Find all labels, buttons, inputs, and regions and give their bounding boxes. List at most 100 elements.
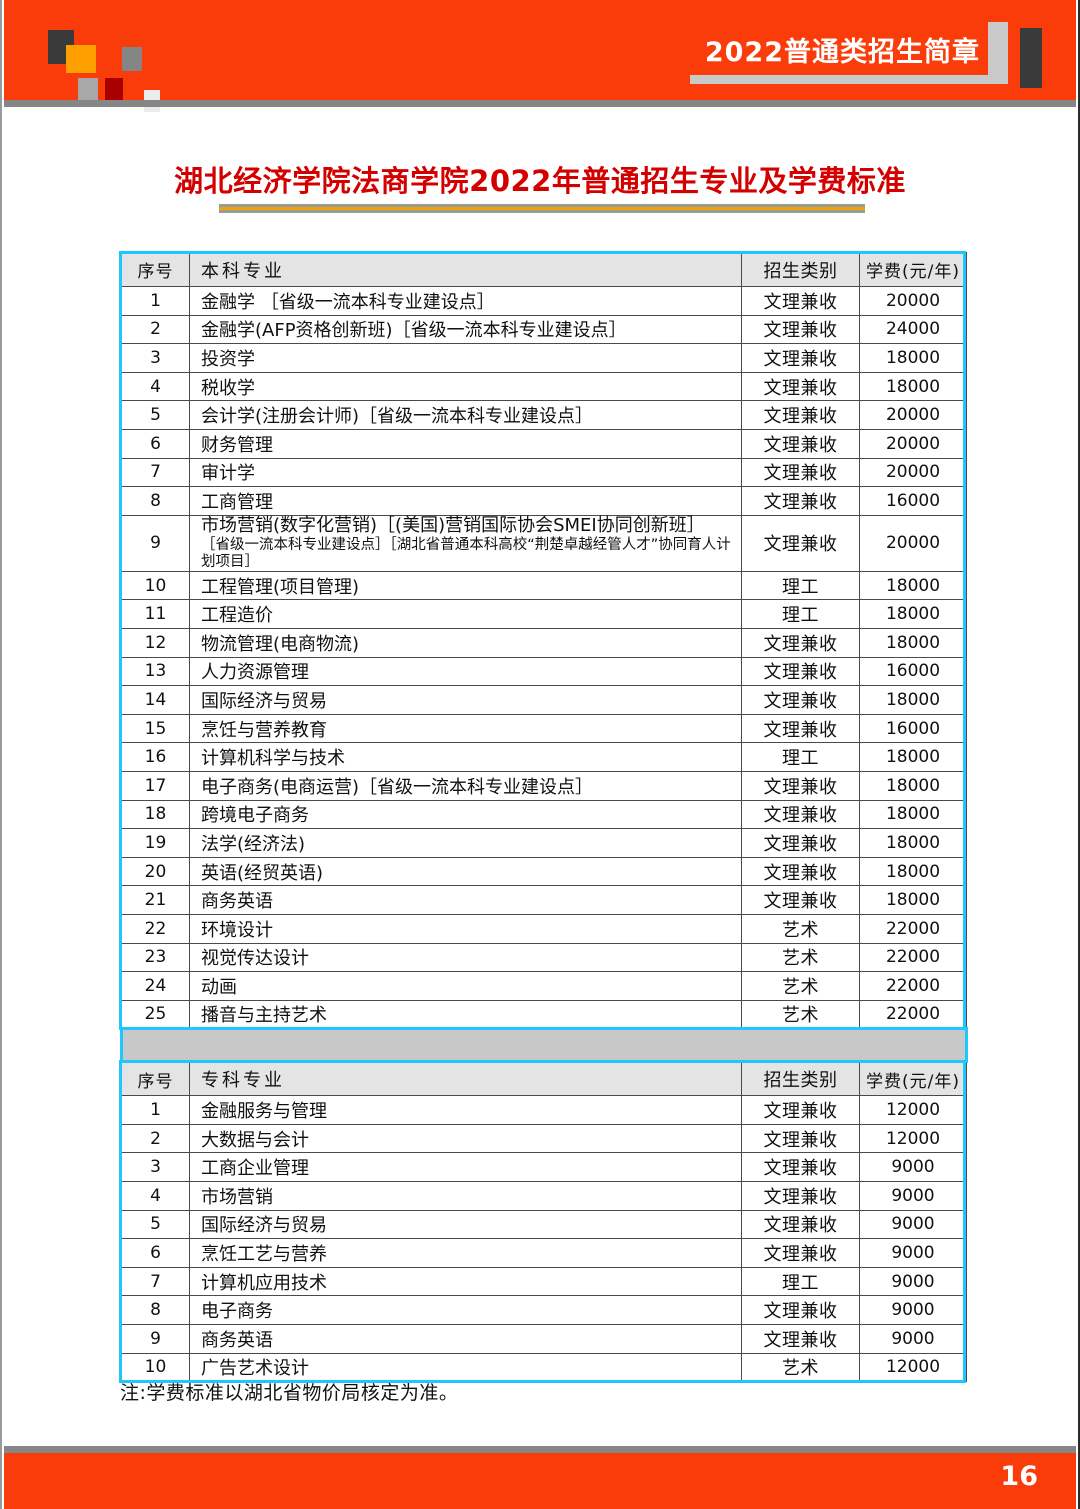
cell-index: 9: [121, 1324, 190, 1354]
table-row: 7 审计学 文理兼收 20000: [121, 457, 967, 488]
cell-major: 跨境电子商务: [189, 799, 742, 830]
table-row: 6 财务管理 文理兼收 20000: [121, 428, 967, 459]
cell-major: 计算机科学与技术: [189, 742, 742, 772]
cell-category: 文理兼收: [741, 1123, 860, 1154]
page-title-wrap: 湖北经济学院法商学院2022年普通招生专业及学费标准: [2, 158, 1078, 200]
cell-major: 商务英语: [189, 885, 742, 915]
cell-major: 播音与主持艺术: [189, 999, 742, 1030]
table-row: 10 广告艺术设计 艺术 12000: [121, 1352, 967, 1383]
cell-major: 审计学: [189, 457, 742, 488]
header-divider: [4, 100, 1076, 107]
cell-index: 4: [121, 371, 190, 402]
table-row: 10 工程管理(项目管理) 理工 18000: [121, 570, 967, 601]
header-square-lightgray-icon: [78, 78, 98, 100]
table-row: 5 会计学(注册会计师)［省级一流本科专业建设点］ 文理兼收 20000: [121, 400, 967, 430]
cell-index: 17: [121, 770, 190, 801]
cell-index: 1: [121, 1095, 190, 1125]
cell-major: 税收学: [189, 371, 742, 402]
footnote: 注:学费标准以湖北省物价局核定为准。: [120, 1382, 459, 1404]
column-header-fee: 学费(元/年): [859, 1061, 967, 1097]
cell-fee: 18000: [859, 770, 967, 801]
cell-major: 电子商务(电商运营)［省级一流本科专业建设点］: [189, 770, 742, 801]
page-number: 16: [1000, 1461, 1038, 1492]
table-spacer-cell: [120, 1027, 968, 1064]
header-bar-vertical-gray: [988, 22, 1008, 77]
page-title: 湖北经济学院法商学院2022年普通招生专业及学费标准: [174, 164, 906, 198]
cell-category: 文理兼收: [741, 457, 860, 488]
cell-category: 文理兼收: [741, 1152, 860, 1183]
table-row: 13 人力资源管理 文理兼收 16000: [121, 656, 967, 687]
cell-fee: 12000: [859, 1095, 967, 1125]
cell-index: 16: [121, 742, 190, 772]
cell-index: 12: [121, 627, 190, 658]
cell-major: 工程造价: [189, 599, 742, 629]
cell-index: 18: [121, 799, 190, 830]
cell-fee: 20000: [859, 514, 967, 572]
cell-major: 烹饪工艺与营养: [189, 1238, 742, 1268]
cell-major: 会计学(注册会计师)［省级一流本科专业建设点］: [189, 400, 742, 430]
cell-index: 1: [121, 286, 190, 316]
cell-fee: 9000: [859, 1324, 967, 1354]
cell-index: 3: [121, 1152, 190, 1183]
cell-category: 文理兼收: [741, 1238, 860, 1268]
cell-major: 视觉传达设计: [189, 942, 742, 973]
cell-index: 11: [121, 599, 190, 629]
cell-major: 工商企业管理: [189, 1152, 742, 1183]
table-row: 25 播音与主持艺术 艺术 22000: [121, 999, 967, 1030]
cell-fee: 9000: [859, 1238, 967, 1268]
table-row: 18 跨境电子商务 文理兼收 18000: [121, 799, 967, 830]
cell-category: 文理兼收: [741, 371, 860, 402]
cell-major: 金融服务与管理: [189, 1095, 742, 1125]
table-row: 4 市场营销 文理兼收 9000: [121, 1181, 967, 1211]
cell-index: 21: [121, 885, 190, 915]
cell-fee: 18000: [859, 599, 967, 629]
cell-fee: 18000: [859, 685, 967, 715]
table-row: 23 视觉传达设计 艺术 22000: [121, 942, 967, 973]
cell-index: 19: [121, 828, 190, 858]
cell-category: 艺术: [741, 942, 860, 973]
cell-index: 8: [121, 1295, 190, 1326]
cell-index: 8: [121, 486, 190, 516]
cell-category: 文理兼收: [741, 770, 860, 801]
header-square-orange-icon: [66, 45, 96, 73]
cell-index: 14: [121, 685, 190, 715]
table-row: 9 市场营销(数字化营销)［(美国)营销国际协会SMEI协同创新班］ ［省级一流本科…: [121, 514, 967, 572]
cell-major: 英语(经贸英语): [189, 856, 742, 887]
table-row: 19 法学(经济法) 文理兼收 18000: [121, 828, 967, 858]
cell-fee: 20000: [859, 286, 967, 316]
cell-fee: 18000: [859, 627, 967, 658]
table-row: 17 电子商务(电商运营)［省级一流本科专业建设点］ 文理兼收 18000: [121, 770, 967, 801]
cell-fee: 18000: [859, 799, 967, 830]
table-row: 2 大数据与会计 文理兼收 12000: [121, 1123, 967, 1154]
column-header-no: 序号: [121, 252, 190, 287]
table-row: 12 物流管理(电商物流) 文理兼收 18000: [121, 627, 967, 658]
cell-major: 动画: [189, 971, 742, 1001]
header-square-gray-icon: [122, 47, 142, 71]
cell-major: 财务管理: [189, 428, 742, 459]
table-row: 16 计算机科学与技术 理工 18000: [121, 742, 967, 772]
cell-category: 文理兼收: [741, 713, 860, 744]
cell-index: 6: [121, 428, 190, 459]
table-row: 2 金融学(AFP资格创新班)［省级一流本科专业建设点］ 文理兼收 24000: [121, 314, 967, 345]
cell-fee: 18000: [859, 371, 967, 402]
cell-category: 文理兼收: [741, 400, 860, 430]
table-row: 22 环境设计 艺术 22000: [121, 913, 967, 944]
table-row: 14 国际经济与贸易 文理兼收 18000: [121, 685, 967, 715]
header-bar-vertical-dark: [1020, 28, 1042, 88]
table-row: 4 税收学 文理兼收 18000: [121, 371, 967, 402]
cell-index: 15: [121, 713, 190, 744]
cell-category: 文理兼收: [741, 1181, 860, 1211]
cell-category: 艺术: [741, 999, 860, 1030]
header-square-darkred-icon: [105, 78, 123, 100]
cell-fee: 18000: [859, 885, 967, 915]
cell-fee: 20000: [859, 428, 967, 459]
cell-fee: 18000: [859, 742, 967, 772]
cell-index: 5: [121, 400, 190, 430]
cell-major: 投资学: [189, 343, 742, 373]
table-row: 20 英语(经贸英语) 文理兼收 18000: [121, 856, 967, 887]
header-bar-horizontal: [690, 75, 1008, 84]
cell-category: 文理兼收: [741, 685, 860, 715]
cell-category: 文理兼收: [741, 828, 860, 858]
table-row: 1 金融服务与管理 文理兼收 12000: [121, 1095, 967, 1125]
